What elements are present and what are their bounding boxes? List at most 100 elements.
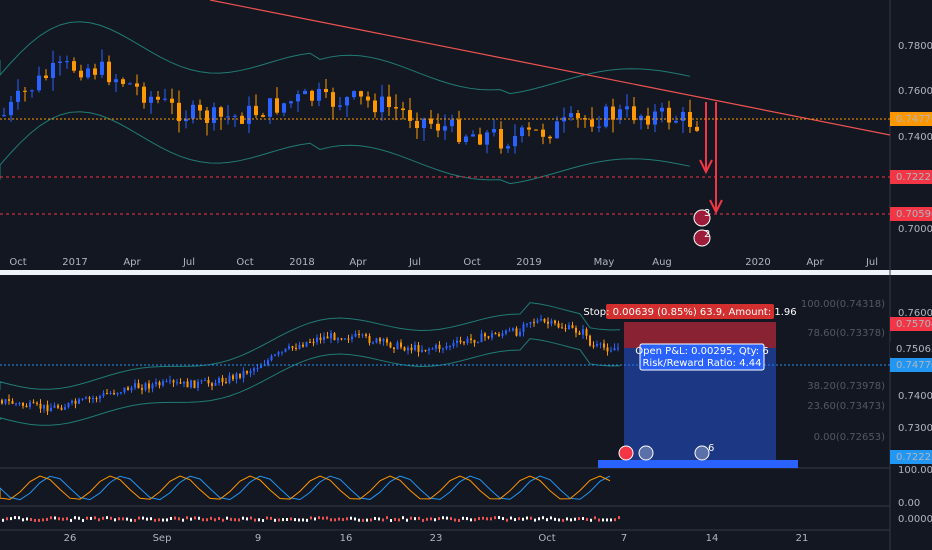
- candle: [233, 115, 237, 117]
- macd-bar: [70, 518, 72, 522]
- candle: [228, 375, 231, 383]
- candle: [240, 115, 244, 124]
- candle: [361, 334, 364, 336]
- macd-bar: [506, 518, 508, 522]
- candle: [487, 336, 490, 338]
- candle: [492, 129, 496, 133]
- candle: [372, 342, 374, 344]
- stop-box: [606, 304, 774, 319]
- candle: [330, 333, 332, 339]
- macd-bar: [382, 518, 384, 522]
- candle: [205, 110, 209, 123]
- label: Apr: [806, 257, 824, 268]
- macd-bar: [158, 518, 160, 522]
- candle: [123, 387, 126, 393]
- candle: [256, 368, 259, 370]
- target-box: [598, 460, 798, 468]
- macd-bar: [482, 516, 484, 520]
- trade-marker: [693, 229, 711, 247]
- macd-bar: [314, 517, 316, 521]
- label: Sep: [153, 533, 172, 544]
- label: Jul: [182, 257, 195, 268]
- macd-bar: [338, 517, 340, 521]
- candle: [415, 120, 419, 129]
- macd-bar: [22, 518, 24, 522]
- band: [0, 338, 621, 426]
- candle: [351, 336, 353, 340]
- candle: [632, 106, 636, 121]
- candle: [249, 371, 252, 374]
- candle: [88, 397, 91, 399]
- macd-bar: [398, 518, 400, 522]
- macd-bar: [322, 516, 324, 520]
- candle: [445, 346, 448, 349]
- candle: [585, 329, 588, 336]
- macd-bar: [198, 516, 200, 520]
- candle: [522, 324, 525, 332]
- label: 9: [255, 533, 261, 544]
- candle: [116, 392, 119, 395]
- macd-bar: [258, 518, 260, 522]
- fib-label: 0.00(0.72653): [814, 432, 886, 443]
- macd-bar: [278, 518, 280, 522]
- label: 0.00: [898, 498, 920, 509]
- candle: [457, 119, 461, 142]
- macd-bar: [62, 517, 64, 521]
- candle: [221, 377, 224, 383]
- macd-bar: [310, 516, 312, 520]
- macd-bar: [594, 516, 596, 520]
- candle: [526, 323, 528, 325]
- candle: [288, 346, 290, 349]
- candle: [340, 338, 343, 340]
- macd-bar: [290, 517, 292, 521]
- candle: [543, 319, 546, 322]
- candle: [170, 98, 174, 103]
- candle: [576, 113, 580, 119]
- candle: [156, 96, 160, 100]
- candle: [410, 347, 413, 351]
- candle: [291, 346, 294, 348]
- candle: [625, 106, 629, 110]
- candle: [11, 400, 14, 404]
- candle: [438, 344, 441, 349]
- candle: [37, 75, 41, 91]
- macd-bar: [82, 518, 84, 522]
- candle: [93, 68, 97, 75]
- candle: [176, 382, 178, 384]
- macd-bar: [582, 517, 584, 521]
- candle: [149, 96, 153, 103]
- candle: [305, 341, 308, 347]
- band: [0, 111, 691, 185]
- candle: [281, 351, 283, 353]
- macd-bar: [566, 517, 568, 521]
- label: 2017: [62, 257, 87, 268]
- candle: [317, 88, 321, 101]
- candle: [596, 344, 598, 346]
- candle: [478, 134, 482, 145]
- rr-label: Risk/Reward Ratio: 4.44: [642, 358, 761, 369]
- macd-bar: [94, 516, 96, 520]
- candle: [443, 126, 447, 131]
- candle: [610, 350, 612, 352]
- candle: [414, 345, 416, 351]
- macd-bar: [586, 517, 588, 521]
- candle: [128, 83, 132, 85]
- candle: [137, 383, 140, 389]
- candle: [163, 98, 167, 100]
- macd-bar: [106, 516, 108, 520]
- candle: [53, 405, 56, 408]
- candle: [50, 407, 52, 412]
- macd-bar: [218, 517, 220, 521]
- macd-bar: [526, 516, 528, 520]
- candle: [541, 129, 545, 137]
- macd-bar: [230, 517, 232, 521]
- candle: [617, 347, 619, 349]
- pnl-label: Open P&L: 0.00295, Qty: 6: [635, 346, 768, 357]
- macd-bar: [590, 518, 592, 522]
- candle: [575, 327, 577, 333]
- candle: [274, 354, 276, 356]
- candle: [120, 392, 122, 394]
- candle: [452, 343, 455, 346]
